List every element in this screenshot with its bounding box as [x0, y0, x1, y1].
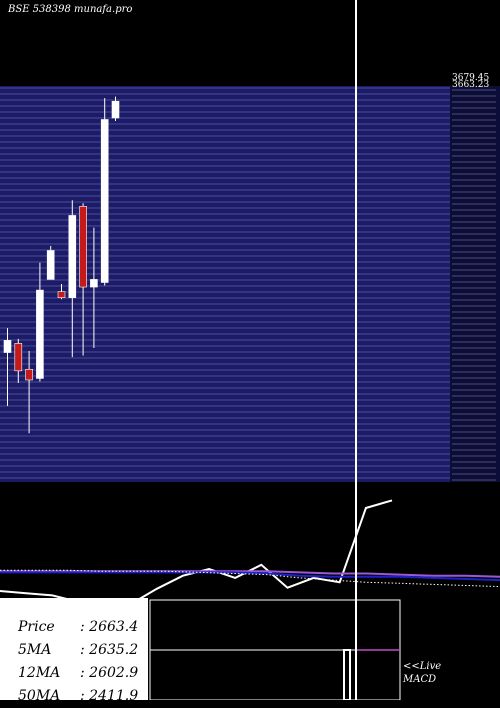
live-macd-label: <<Live MACD [403, 660, 441, 686]
5ma-row: 5MA : 2635.2 [18, 639, 148, 662]
candlestick-series [3, 96, 120, 434]
chart-title: BSE 538398 munafa.pro [8, 4, 133, 15]
macd-text: MACD [403, 674, 437, 685]
price-value: : 2663.4 [80, 619, 139, 635]
candle-body [79, 206, 87, 288]
50ma-label: 50MA [18, 688, 61, 704]
price-label: 3663.23 [452, 80, 489, 90]
candle-body [57, 291, 66, 299]
price-label-band [450, 86, 500, 482]
live-text: <<Live [403, 661, 442, 672]
50ma-row: 50MA : 2411.9 [18, 685, 148, 708]
indicator-line-ma_purple [0, 570, 500, 578]
5ma-value: : 2635.2 [80, 642, 139, 658]
indicator-panel [0, 499, 500, 606]
macd-bar [343, 649, 351, 700]
12ma-row: 12MA : 2602.9 [18, 662, 148, 685]
5ma-label: 5MA [18, 642, 52, 658]
price-row: Price : 2663.4 [18, 616, 148, 639]
candle-body [25, 368, 33, 381]
price-label: 3679.45 [452, 73, 489, 83]
candle-body [14, 343, 23, 372]
indicator-line-price_line [0, 499, 393, 606]
price-label: Price [18, 619, 55, 635]
macd-box [149, 599, 401, 700]
indicator-line-ma_blue [0, 571, 500, 582]
12ma-value: : 2602.9 [80, 665, 139, 681]
candle-body [68, 215, 77, 299]
candle-body [3, 340, 12, 353]
candle-body [111, 100, 120, 119]
candle-body [46, 250, 55, 280]
indicator-line-ma_dotted [0, 569, 500, 588]
50ma-value: : 2411.9 [80, 688, 139, 704]
price-summary-box: Price : 2663.4 5MA : 2635.2 12MA : 2602.… [0, 598, 148, 704]
candle-body [100, 119, 109, 283]
candle-body [90, 279, 98, 288]
12ma-label: 12MA [18, 665, 61, 681]
candle-body [36, 289, 44, 379]
